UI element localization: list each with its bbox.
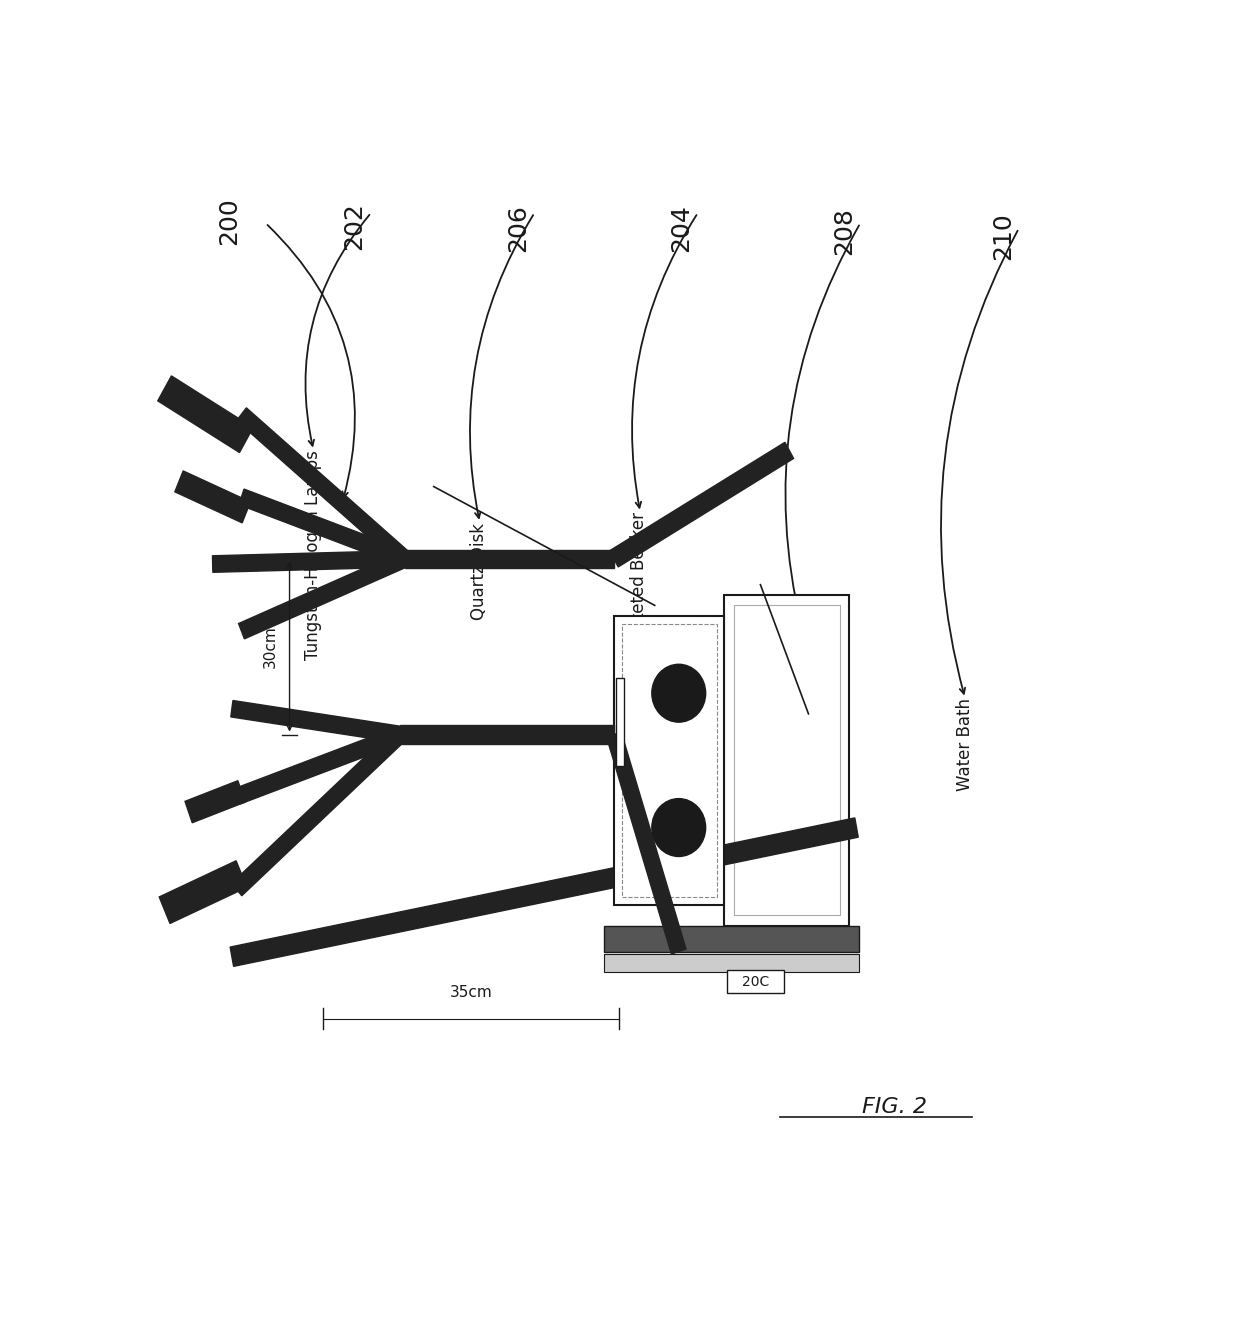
Polygon shape	[212, 550, 405, 572]
Text: 210: 210	[991, 212, 1016, 260]
Polygon shape	[237, 408, 409, 565]
Text: 30cm: 30cm	[263, 625, 278, 668]
Text: FIG. 2: FIG. 2	[863, 1096, 928, 1117]
Polygon shape	[238, 552, 408, 639]
Text: Tungsten-Halogen Lamps: Tungsten-Halogen Lamps	[304, 451, 322, 660]
Bar	[734, 605, 839, 915]
Polygon shape	[401, 725, 614, 743]
Polygon shape	[404, 550, 614, 568]
Text: 35cm: 35cm	[450, 985, 492, 1000]
Text: 200: 200	[217, 197, 242, 246]
Bar	[621, 624, 717, 896]
Text: Stir Plate: Stir Plate	[794, 631, 811, 707]
Text: 204: 204	[670, 204, 693, 252]
Polygon shape	[606, 731, 686, 954]
Polygon shape	[231, 701, 402, 742]
Text: Quartz Disk: Quartz Disk	[470, 522, 489, 620]
Bar	[604, 954, 859, 972]
Bar	[727, 970, 785, 993]
Text: Water Bath: Water Bath	[956, 698, 973, 792]
Polygon shape	[231, 817, 858, 966]
Circle shape	[652, 798, 706, 856]
Polygon shape	[175, 471, 250, 523]
Polygon shape	[157, 376, 253, 452]
Bar	[614, 616, 724, 905]
Bar	[604, 926, 859, 951]
Text: Jacketed Beaker: Jacketed Beaker	[631, 513, 649, 647]
Polygon shape	[185, 781, 246, 823]
Text: 208: 208	[832, 208, 857, 255]
Polygon shape	[239, 488, 408, 566]
Text: 206: 206	[506, 204, 529, 252]
Text: 20C: 20C	[742, 974, 769, 989]
Bar	[724, 595, 849, 926]
Polygon shape	[232, 729, 405, 895]
Circle shape	[652, 664, 706, 722]
Bar	[616, 678, 624, 765]
Polygon shape	[610, 443, 794, 566]
Polygon shape	[234, 727, 403, 804]
Polygon shape	[159, 860, 247, 923]
Text: 202: 202	[342, 203, 366, 250]
